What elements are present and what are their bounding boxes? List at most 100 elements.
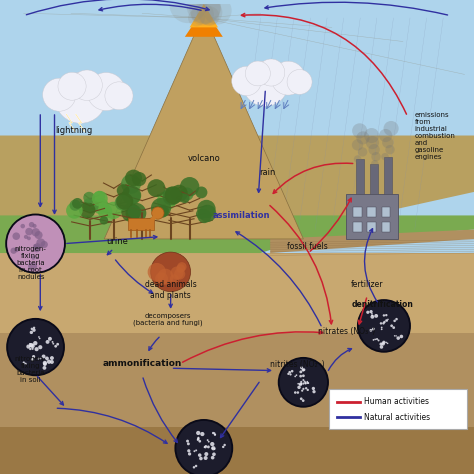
Circle shape bbox=[371, 152, 381, 161]
Circle shape bbox=[382, 342, 385, 346]
Circle shape bbox=[121, 174, 141, 194]
Circle shape bbox=[302, 399, 304, 402]
Text: fossil fuels: fossil fuels bbox=[287, 242, 328, 251]
Circle shape bbox=[371, 160, 379, 167]
Circle shape bbox=[52, 341, 54, 343]
Circle shape bbox=[400, 335, 403, 338]
Circle shape bbox=[199, 440, 201, 443]
Circle shape bbox=[14, 247, 19, 252]
Circle shape bbox=[46, 340, 49, 344]
Circle shape bbox=[105, 82, 133, 110]
Circle shape bbox=[38, 336, 40, 338]
Circle shape bbox=[288, 371, 291, 374]
Circle shape bbox=[374, 314, 378, 318]
Circle shape bbox=[29, 348, 31, 350]
Circle shape bbox=[297, 391, 299, 394]
FancyBboxPatch shape bbox=[353, 208, 362, 217]
Circle shape bbox=[188, 9, 205, 27]
Circle shape bbox=[147, 263, 166, 281]
Bar bbox=[0, 427, 474, 474]
Circle shape bbox=[199, 205, 216, 222]
Circle shape bbox=[25, 363, 27, 365]
Circle shape bbox=[207, 439, 209, 441]
Text: volcano: volcano bbox=[187, 155, 220, 164]
Circle shape bbox=[287, 373, 290, 375]
Circle shape bbox=[115, 195, 131, 210]
Circle shape bbox=[6, 318, 65, 376]
FancyBboxPatch shape bbox=[346, 194, 398, 239]
Circle shape bbox=[92, 198, 109, 214]
Circle shape bbox=[371, 315, 373, 316]
Polygon shape bbox=[0, 216, 474, 253]
Circle shape bbox=[214, 432, 215, 434]
Circle shape bbox=[66, 202, 82, 219]
Circle shape bbox=[187, 442, 190, 445]
FancyBboxPatch shape bbox=[353, 222, 362, 232]
Text: nitrogen-
fixing
bacteria
in root
nodules: nitrogen- fixing bacteria in root nodule… bbox=[15, 246, 47, 280]
Bar bbox=[0, 253, 474, 474]
Circle shape bbox=[204, 456, 208, 460]
Circle shape bbox=[30, 344, 35, 348]
Circle shape bbox=[170, 0, 207, 23]
Circle shape bbox=[300, 397, 302, 400]
Circle shape bbox=[299, 384, 301, 385]
Circle shape bbox=[83, 192, 95, 203]
Circle shape bbox=[151, 252, 191, 292]
Circle shape bbox=[32, 224, 36, 228]
Circle shape bbox=[300, 381, 302, 383]
Circle shape bbox=[43, 366, 46, 370]
Text: nitrogen-
fixing
bacteria
in soil: nitrogen- fixing bacteria in soil bbox=[15, 356, 47, 383]
Circle shape bbox=[308, 382, 309, 384]
Bar bbox=[0, 333, 474, 474]
Circle shape bbox=[299, 375, 302, 378]
Circle shape bbox=[34, 243, 41, 250]
Circle shape bbox=[390, 324, 393, 327]
Circle shape bbox=[395, 335, 397, 337]
Circle shape bbox=[371, 315, 374, 319]
Circle shape bbox=[188, 452, 191, 456]
Circle shape bbox=[302, 374, 305, 377]
Circle shape bbox=[100, 216, 108, 225]
Circle shape bbox=[116, 193, 133, 210]
Circle shape bbox=[12, 232, 20, 240]
Circle shape bbox=[352, 123, 367, 138]
Circle shape bbox=[31, 358, 34, 361]
Circle shape bbox=[302, 383, 304, 385]
FancyBboxPatch shape bbox=[367, 208, 376, 217]
Circle shape bbox=[122, 186, 141, 205]
Circle shape bbox=[197, 0, 222, 25]
Circle shape bbox=[128, 205, 141, 219]
FancyBboxPatch shape bbox=[329, 389, 467, 429]
Circle shape bbox=[312, 390, 316, 393]
Circle shape bbox=[87, 73, 125, 110]
Circle shape bbox=[364, 128, 379, 143]
Circle shape bbox=[200, 6, 219, 26]
Circle shape bbox=[300, 371, 302, 374]
Circle shape bbox=[127, 189, 141, 203]
Circle shape bbox=[43, 361, 47, 365]
Circle shape bbox=[33, 327, 35, 329]
Circle shape bbox=[82, 198, 99, 214]
Circle shape bbox=[187, 449, 191, 452]
Circle shape bbox=[204, 446, 206, 448]
Circle shape bbox=[52, 343, 54, 345]
Circle shape bbox=[166, 190, 177, 201]
Circle shape bbox=[187, 0, 221, 24]
Circle shape bbox=[382, 322, 385, 325]
Circle shape bbox=[50, 360, 54, 364]
Polygon shape bbox=[185, 9, 223, 37]
Circle shape bbox=[358, 147, 367, 157]
Circle shape bbox=[33, 341, 37, 346]
Circle shape bbox=[301, 369, 305, 372]
Circle shape bbox=[55, 73, 106, 123]
Circle shape bbox=[369, 310, 373, 313]
Circle shape bbox=[207, 446, 210, 448]
Circle shape bbox=[301, 390, 303, 392]
Circle shape bbox=[155, 272, 168, 285]
Circle shape bbox=[395, 318, 398, 320]
Polygon shape bbox=[270, 229, 474, 253]
Circle shape bbox=[27, 237, 31, 240]
Circle shape bbox=[157, 269, 173, 285]
Circle shape bbox=[176, 421, 231, 474]
Circle shape bbox=[42, 355, 46, 358]
